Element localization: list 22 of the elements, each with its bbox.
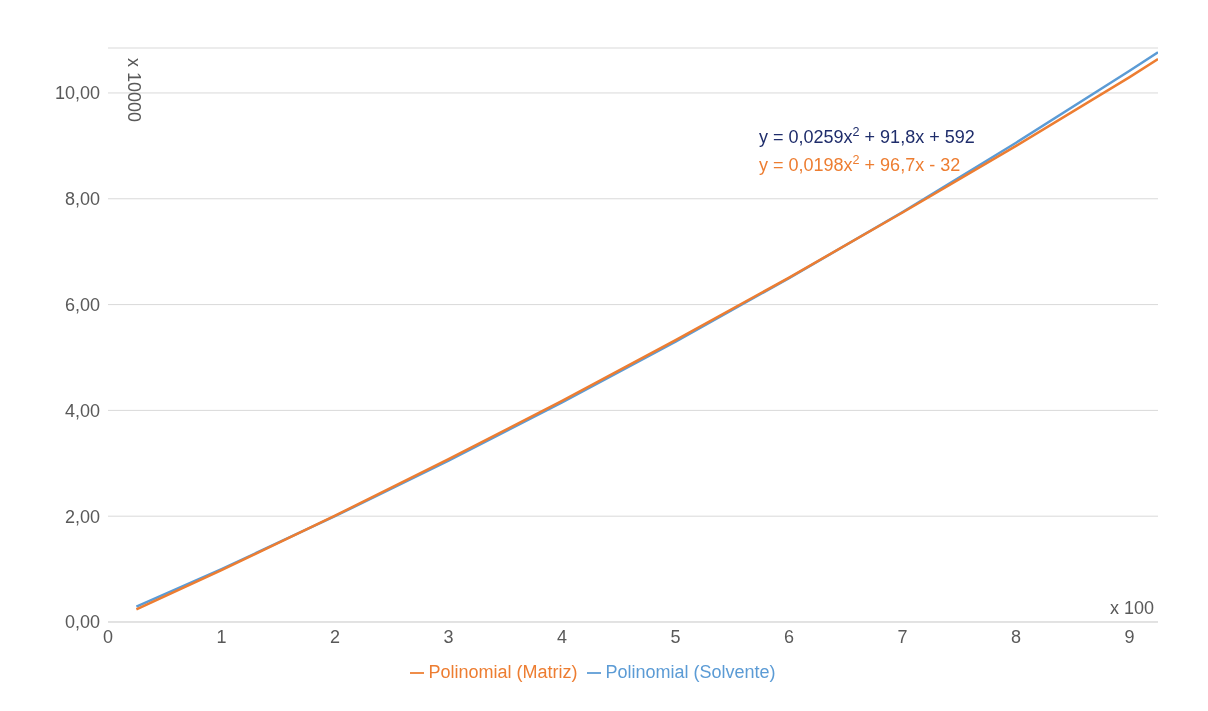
legend-label: Polinomial (Solvente) <box>605 662 776 682</box>
legend-label: Polinomial (Matriz) <box>428 662 578 682</box>
x-tick-label: 4 <box>557 626 568 647</box>
x-tick-label: 2 <box>330 626 341 647</box>
x-tick-label: 8 <box>1011 626 1022 647</box>
x-axis-title: x 100 <box>1109 598 1154 618</box>
annotation: y = 0,0259x$^{2}$ + 91,8x + 592 <box>759 125 975 147</box>
y-tick-label: 4,00 <box>64 400 100 421</box>
annotation: y = 0,0198x$^{2}$ + 96,7x - 32 <box>759 153 961 175</box>
x-tick-label: 5 <box>670 626 681 647</box>
y-tick-label: 10,00 <box>54 83 100 104</box>
y-tick-label: 2,00 <box>64 506 100 527</box>
x-tick-label: 3 <box>443 626 454 647</box>
y-axis-title: x 10000 <box>124 58 144 123</box>
x-tick-label: 6 <box>784 626 795 647</box>
y-tick-label: 8,00 <box>64 189 100 210</box>
x-tick-label: 9 <box>1124 626 1135 647</box>
x-tick-label: 7 <box>897 626 908 647</box>
y-tick-label: 6,00 <box>64 294 100 315</box>
x-tick-label: 1 <box>216 626 227 647</box>
x-tick-label: 0 <box>102 626 114 647</box>
y-tick-label: 0,00 <box>64 612 100 633</box>
